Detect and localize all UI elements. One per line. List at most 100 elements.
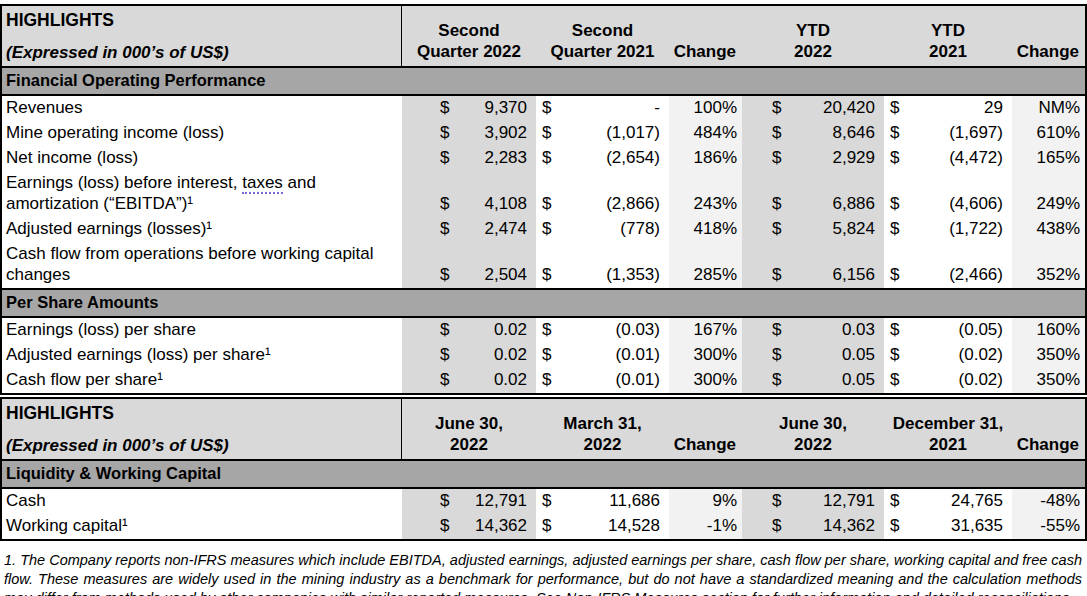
currency-symbol: $ xyxy=(890,319,899,340)
currency-symbol: $ xyxy=(440,218,449,239)
amount: (4,472) xyxy=(949,147,1003,168)
amount: (0.01) xyxy=(616,369,660,390)
currency-symbol: $ xyxy=(440,515,449,536)
section-header: Liquidity & Working Capital xyxy=(2,459,1085,489)
change-cell: NM% xyxy=(1012,96,1085,121)
value-cell: $11,686 xyxy=(536,489,669,514)
value-cell: $(1,353) xyxy=(536,242,669,288)
currency-symbol: $ xyxy=(772,264,781,285)
value-cell: $24,765 xyxy=(884,489,1012,514)
change-cell: 610% xyxy=(1012,121,1085,146)
amount: (1,697) xyxy=(949,122,1003,143)
currency-symbol: $ xyxy=(772,122,781,143)
row-label-text: Adjusted earnings (losses)¹ xyxy=(6,218,212,239)
change-cell: 100% xyxy=(669,96,742,121)
currency-symbol: $ xyxy=(890,490,899,511)
amount: 9% xyxy=(712,490,737,511)
change-cell: 160% xyxy=(1012,318,1085,343)
table-row: Working capital¹$14,362$14,528-1%$14,362… xyxy=(2,514,1085,539)
table-row: Earnings (loss) before interest, taxes a… xyxy=(2,171,1085,217)
amount: 350% xyxy=(1037,369,1080,390)
column-header: Change xyxy=(1012,6,1085,66)
amount: - xyxy=(654,97,660,118)
value-cell: $5,824 xyxy=(742,217,884,242)
amount: 14,528 xyxy=(608,515,660,536)
non-ifrs-footnote: 1. The Company reports non-IFRS measures… xyxy=(0,541,1087,596)
column-header-line: 2021 xyxy=(929,434,967,455)
column-header: Change xyxy=(669,6,742,66)
value-cell: $3,902 xyxy=(402,121,536,146)
change-cell: 186% xyxy=(669,146,742,171)
change-cell: 167% xyxy=(669,318,742,343)
amount: 165% xyxy=(1037,147,1080,168)
row-label: Cash flow from operations before working… xyxy=(2,242,402,288)
value-cell: $(0.01) xyxy=(536,343,669,368)
amount: (4,606) xyxy=(949,193,1003,214)
amount: (2,466) xyxy=(949,264,1003,285)
table2-title-cell: HIGHLIGHTS (Expressed in 000’s of US$) xyxy=(2,399,402,459)
currency-symbol: $ xyxy=(890,344,899,365)
currency-symbol: $ xyxy=(890,193,899,214)
change-cell: 243% xyxy=(669,171,742,217)
table2-subtitle: (Expressed in 000’s of US$) xyxy=(6,436,395,456)
value-cell: $(1,722) xyxy=(884,217,1012,242)
currency-symbol: $ xyxy=(772,218,781,239)
column-header: Change xyxy=(1012,399,1085,459)
currency-symbol: $ xyxy=(440,193,449,214)
table-row: Net income (loss)$2,283$(2,654)186%$2,92… xyxy=(2,146,1085,171)
value-cell: $- xyxy=(536,96,669,121)
amount: (2,654) xyxy=(606,147,660,168)
currency-symbol: $ xyxy=(542,344,551,365)
column-header-line: Change xyxy=(674,434,736,455)
column-header: March 31,2022 xyxy=(536,399,669,459)
change-cell: 300% xyxy=(669,368,742,393)
currency-symbol: $ xyxy=(440,97,449,118)
amount: -48% xyxy=(1040,490,1080,511)
change-cell: 350% xyxy=(1012,368,1085,393)
currency-symbol: $ xyxy=(890,122,899,143)
row-label-text: Adjusted earnings (loss) per share¹ xyxy=(6,344,271,365)
row-label: Earnings (loss) per share xyxy=(2,318,402,343)
value-cell: $6,886 xyxy=(742,171,884,217)
column-header: Change xyxy=(669,399,742,459)
amount: 160% xyxy=(1037,319,1080,340)
amount: 2,504 xyxy=(484,264,527,285)
row-label-text: Revenues xyxy=(6,97,83,118)
column-header-line: Quarter 2021 xyxy=(551,41,655,62)
row-label-text: Working capital¹ xyxy=(6,515,128,536)
amount: 0.05 xyxy=(842,369,875,390)
change-cell: 352% xyxy=(1012,242,1085,288)
financial-highlights-page: HIGHLIGHTS (Expressed in 000’s of US$) S… xyxy=(0,4,1087,596)
column-header: June 30,2022 xyxy=(742,399,884,459)
value-cell: $ (2,654) xyxy=(536,146,669,171)
currency-symbol: $ xyxy=(542,193,551,214)
value-cell: $2,474 xyxy=(402,217,536,242)
table1-body: Financial Operating PerformanceRevenues$… xyxy=(2,66,1085,393)
value-cell: $(0.01) xyxy=(536,368,669,393)
change-cell: 9% xyxy=(669,489,742,514)
currency-symbol: $ xyxy=(772,490,781,511)
amount: 14,362 xyxy=(475,515,527,536)
value-cell: $6,156 xyxy=(742,242,884,288)
amount: 8,646 xyxy=(832,122,875,143)
column-header-line: YTD xyxy=(931,20,965,41)
amount: 24,765 xyxy=(951,490,1003,511)
grammar-marked-word: taxes xyxy=(242,173,283,194)
amount: 2,929 xyxy=(832,147,875,168)
currency-symbol: $ xyxy=(542,515,551,536)
column-header: June 30,2022 xyxy=(402,399,536,459)
row-label-text: Mine operating income (loss) xyxy=(6,122,224,143)
currency-symbol: $ xyxy=(772,319,781,340)
change-cell: -1% xyxy=(669,514,742,539)
amount: 0.02 xyxy=(494,344,527,365)
value-cell: $2,929 xyxy=(742,146,884,171)
currency-symbol: $ xyxy=(542,147,551,168)
value-cell: $0.02 xyxy=(402,368,536,393)
amount: (0.03) xyxy=(616,319,660,340)
row-label-text: Earnings (loss) per share xyxy=(6,319,196,340)
amount: 12,791 xyxy=(475,490,527,511)
highlights-table-liquidity: HIGHLIGHTS (Expressed in 000’s of US$) J… xyxy=(0,397,1087,541)
value-cell: $2,283 xyxy=(402,146,536,171)
table2-body: Liquidity & Working CapitalCash$12,791$1… xyxy=(2,459,1085,539)
change-cell: -55% xyxy=(1012,514,1085,539)
